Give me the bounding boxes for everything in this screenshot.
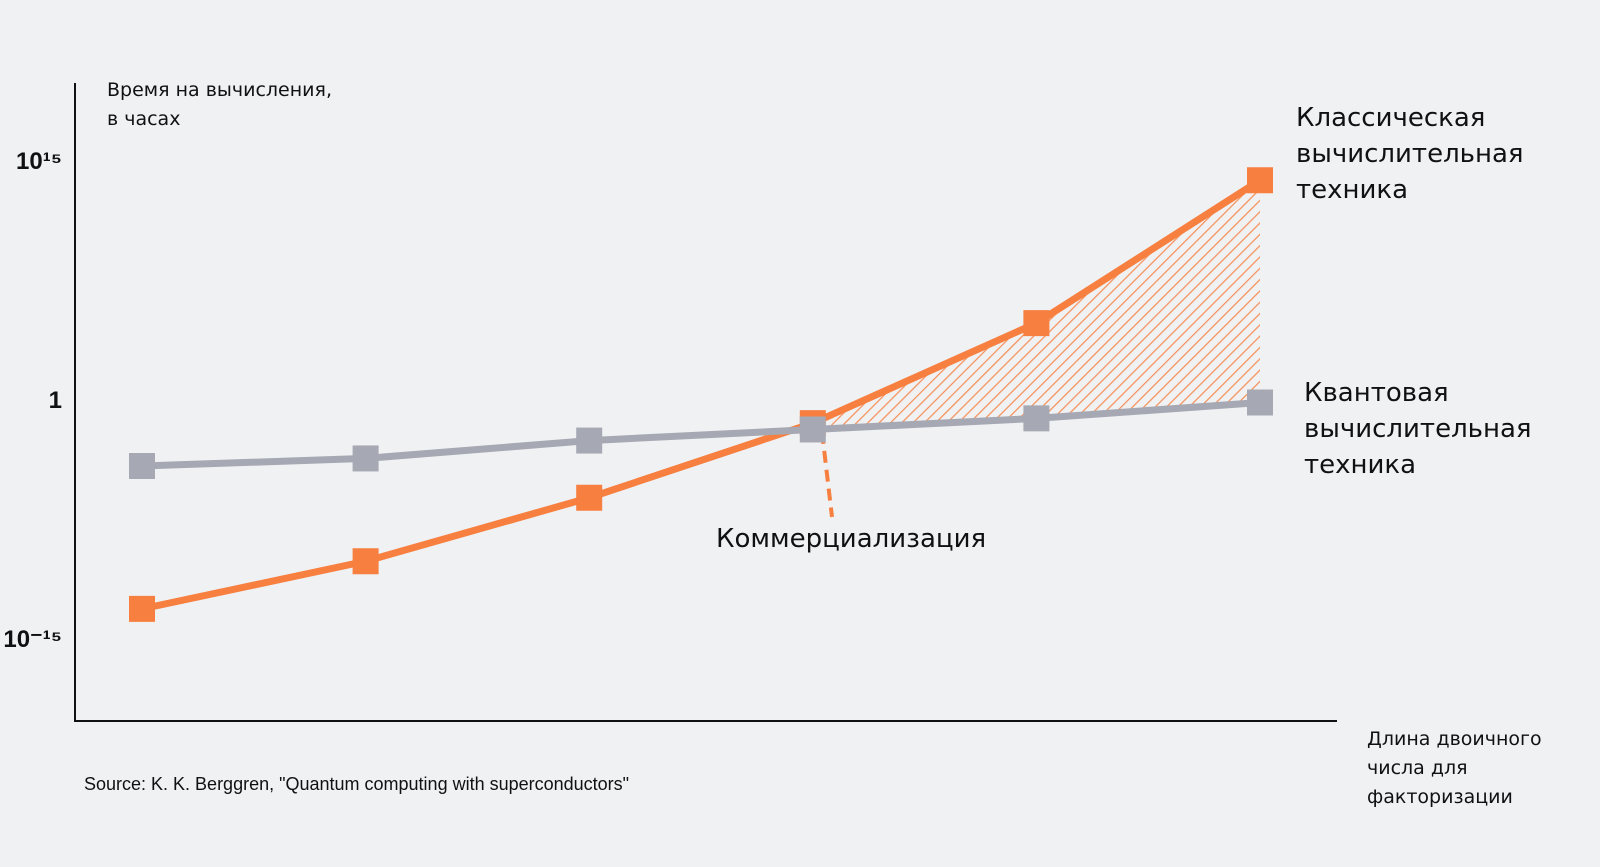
- series-line: [141, 177, 1262, 613]
- y-axis-label: Время на вычисления, в часах: [107, 76, 332, 134]
- x-axis-label: Длина двоичного числа для факторизации: [1367, 728, 1542, 808]
- y-tick-label: 1: [48, 386, 62, 414]
- y-tick-label: 10¹⁵: [16, 148, 62, 176]
- point-marker: [129, 453, 155, 479]
- y-tick-label: 10⁻¹⁵: [3, 625, 62, 653]
- point-marker: [1247, 167, 1273, 194]
- point-marker: [1247, 389, 1273, 416]
- point-marker: [352, 445, 379, 472]
- series-label: Классическая вычислительная техника: [1296, 103, 1524, 205]
- point-marker: [352, 548, 379, 575]
- point-marker: [576, 427, 603, 454]
- hatch-area: [812, 180, 1260, 430]
- series-line: [141, 399, 1261, 470]
- y-label-line: Время на вычисления,: [107, 79, 332, 101]
- series-label: Квантовая вычислительная техника: [1304, 378, 1532, 480]
- point-marker: [129, 595, 155, 622]
- point-marker: [576, 484, 603, 511]
- y-label-line: в часах: [107, 108, 181, 130]
- annotation-line: [820, 431, 834, 518]
- point-marker: [1023, 405, 1050, 432]
- annotation: Коммерциализация: [716, 524, 987, 554]
- point-marker: [799, 416, 826, 443]
- source: Source: K. K. Berggren, "Quantum computi…: [84, 774, 630, 794]
- point-marker: [1023, 310, 1050, 337]
